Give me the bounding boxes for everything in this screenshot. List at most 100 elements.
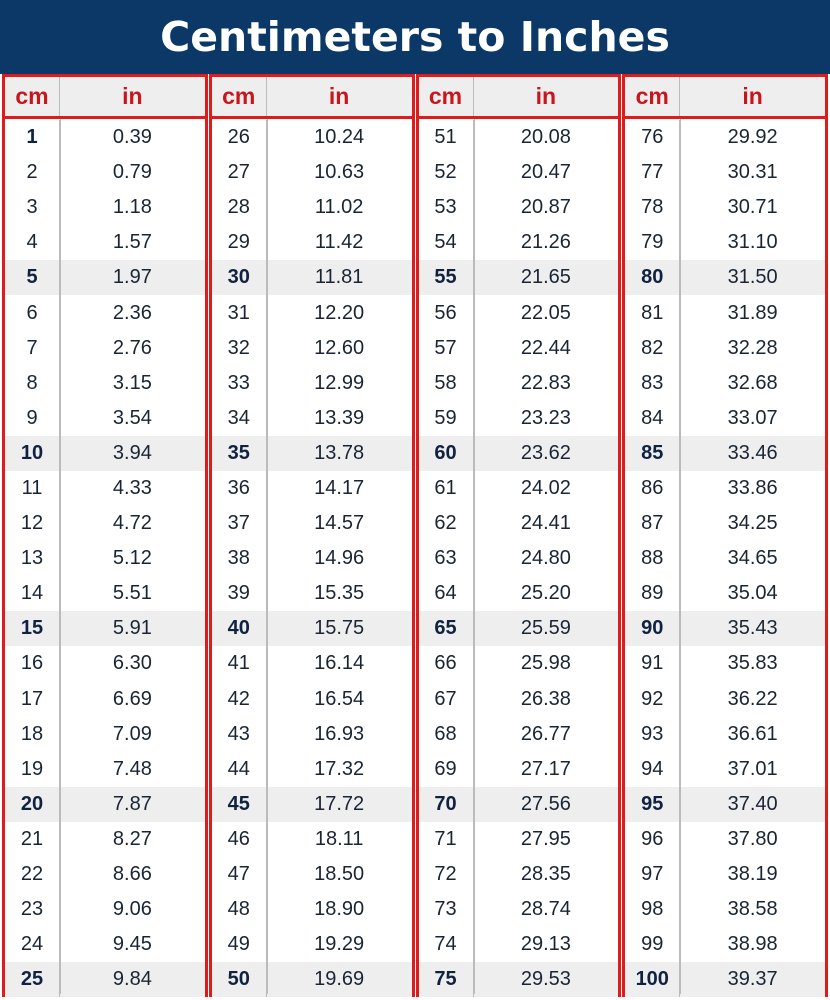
inch-cell: 9.45 [112, 933, 152, 956]
cm-cell: 84 [625, 400, 681, 436]
cm-cell: 75 [419, 962, 474, 998]
inch-cell: 26.77 [520, 722, 571, 745]
inch-cell: 27.95 [520, 827, 571, 850]
inch-cell: 11.42 [314, 231, 364, 254]
cm-cell: 85 [625, 435, 681, 471]
cm-cell: 40 [212, 611, 267, 647]
inch-cell: 22.83 [520, 371, 571, 394]
cm-cell: 5 [5, 260, 60, 296]
inch-cell: 1.97 [112, 266, 152, 289]
inch-cell: 15.75 [314, 617, 365, 640]
table-row: 55 21.65 [418, 260, 619, 296]
cm-cell: 26 [212, 120, 267, 156]
table-row: 29 11.42 [212, 225, 412, 261]
cm-cell: 91 [625, 646, 681, 682]
conversion-table: cm in 1 0.39 2 0.79 3 1.18 4 1.57 5 1.97 6 2.36 7 2.76 8… [2, 74, 828, 998]
table-row: 53 20.87 [419, 190, 619, 226]
cm-cell: 35 [212, 435, 267, 471]
inch-cell: 0.39 [112, 126, 152, 149]
inch-cell: 14.96 [314, 547, 365, 570]
cm-cell: 83 [625, 365, 681, 401]
table-row: 69 27.17 [419, 751, 619, 787]
table-row: 41 16.14 [212, 646, 412, 682]
cm-cell: 48 [212, 892, 267, 928]
table-row: 6 2.36 [5, 295, 205, 331]
table-row: 32 12.60 [212, 330, 412, 366]
cm-cell: 43 [212, 716, 267, 752]
cm-cell: 9 [5, 400, 60, 436]
inch-cell: 20.87 [520, 196, 571, 219]
inch-cell: 3.54 [112, 406, 152, 429]
inch-cell: 18.90 [314, 898, 365, 921]
table-row: 56 22.05 [419, 295, 619, 331]
table-row: 89 35.04 [625, 576, 825, 612]
table-row: 1 0.39 [5, 120, 205, 156]
cm-cell: 42 [212, 681, 267, 717]
cm-cell: 47 [212, 856, 267, 893]
table-row: 73 28.74 [419, 892, 619, 928]
inch-cell: 1.18 [112, 196, 152, 219]
cm-cell: 66 [419, 646, 474, 682]
inch-cell: 25.59 [520, 617, 571, 640]
table-row: 45 17.72 [211, 786, 412, 822]
cm-cell: 23 [5, 892, 60, 928]
table-row: 75 29.53 [418, 962, 619, 998]
table-row: 84 33.07 [625, 400, 825, 436]
inch-cell: 4.33 [112, 476, 152, 499]
inch-cell: 24.41 [520, 512, 571, 535]
header-in: in [122, 83, 143, 109]
table-row: 8 3.15 [5, 365, 205, 401]
cm-cell: 54 [419, 225, 474, 261]
page-title: Centimeters to Inches [160, 13, 670, 61]
header-cm: cm [5, 77, 60, 116]
header-in: in [742, 83, 763, 109]
inch-cell: 5.12 [112, 547, 152, 570]
inch-cell: 14.57 [314, 512, 365, 535]
cm-cell: 69 [419, 751, 474, 787]
inch-cell: 8.66 [112, 863, 152, 886]
cm-cell: 1 [5, 120, 60, 156]
inch-cell: 13.78 [314, 441, 365, 464]
table-row: 21 8.27 [5, 821, 205, 857]
cm-cell: 13 [5, 541, 60, 577]
inch-cell: 30.31 [727, 161, 778, 184]
inch-cell: 18.50 [314, 863, 365, 886]
table-row: 77 30.31 [625, 155, 825, 191]
cm-cell: 88 [625, 541, 681, 577]
cm-cell: 57 [419, 330, 474, 366]
table-row: 90 35.43 [625, 611, 825, 647]
table-row: 58 22.83 [419, 365, 619, 401]
cm-cell: 61 [419, 470, 474, 507]
cm-cell: 55 [419, 260, 474, 296]
table-row: 76 29.92 [625, 120, 825, 156]
inch-cell: 12.20 [314, 301, 365, 324]
inch-cell: 11.81 [314, 266, 364, 289]
table-row: 65 25.59 [418, 611, 619, 647]
cm-cell: 65 [419, 611, 474, 647]
table-row: 95 37.40 [625, 786, 825, 822]
table-row: 68 26.77 [419, 716, 619, 752]
cm-cell: 39 [212, 576, 267, 612]
inch-cell: 20.08 [520, 126, 571, 149]
cm-cell: 10 [5, 435, 60, 471]
inch-cell: 29.13 [520, 933, 571, 956]
table-row: 42 16.54 [212, 681, 412, 717]
inch-cell: 25.98 [520, 652, 571, 675]
header-cm: cm [212, 77, 267, 116]
inch-cell: 16.54 [314, 687, 365, 710]
inch-cell: 7.48 [112, 757, 152, 780]
table-row: 33 12.99 [212, 365, 412, 401]
inch-cell: 1.57 [112, 231, 152, 254]
table-row: 19 7.48 [5, 751, 205, 787]
cm-cell: 96 [625, 821, 681, 857]
inch-cell: 2.76 [112, 336, 152, 359]
table-row: 93 36.61 [625, 716, 825, 752]
inch-cell: 26.38 [520, 687, 571, 710]
inch-cell: 27.56 [520, 792, 571, 815]
header-cm: cm [625, 77, 681, 116]
cm-cell: 98 [625, 892, 681, 928]
table-row: 17 6.69 [5, 681, 205, 717]
table-row: 85 33.46 [625, 435, 825, 471]
table-row: 28 11.02 [212, 190, 412, 226]
table-row: 9 3.54 [5, 400, 205, 436]
